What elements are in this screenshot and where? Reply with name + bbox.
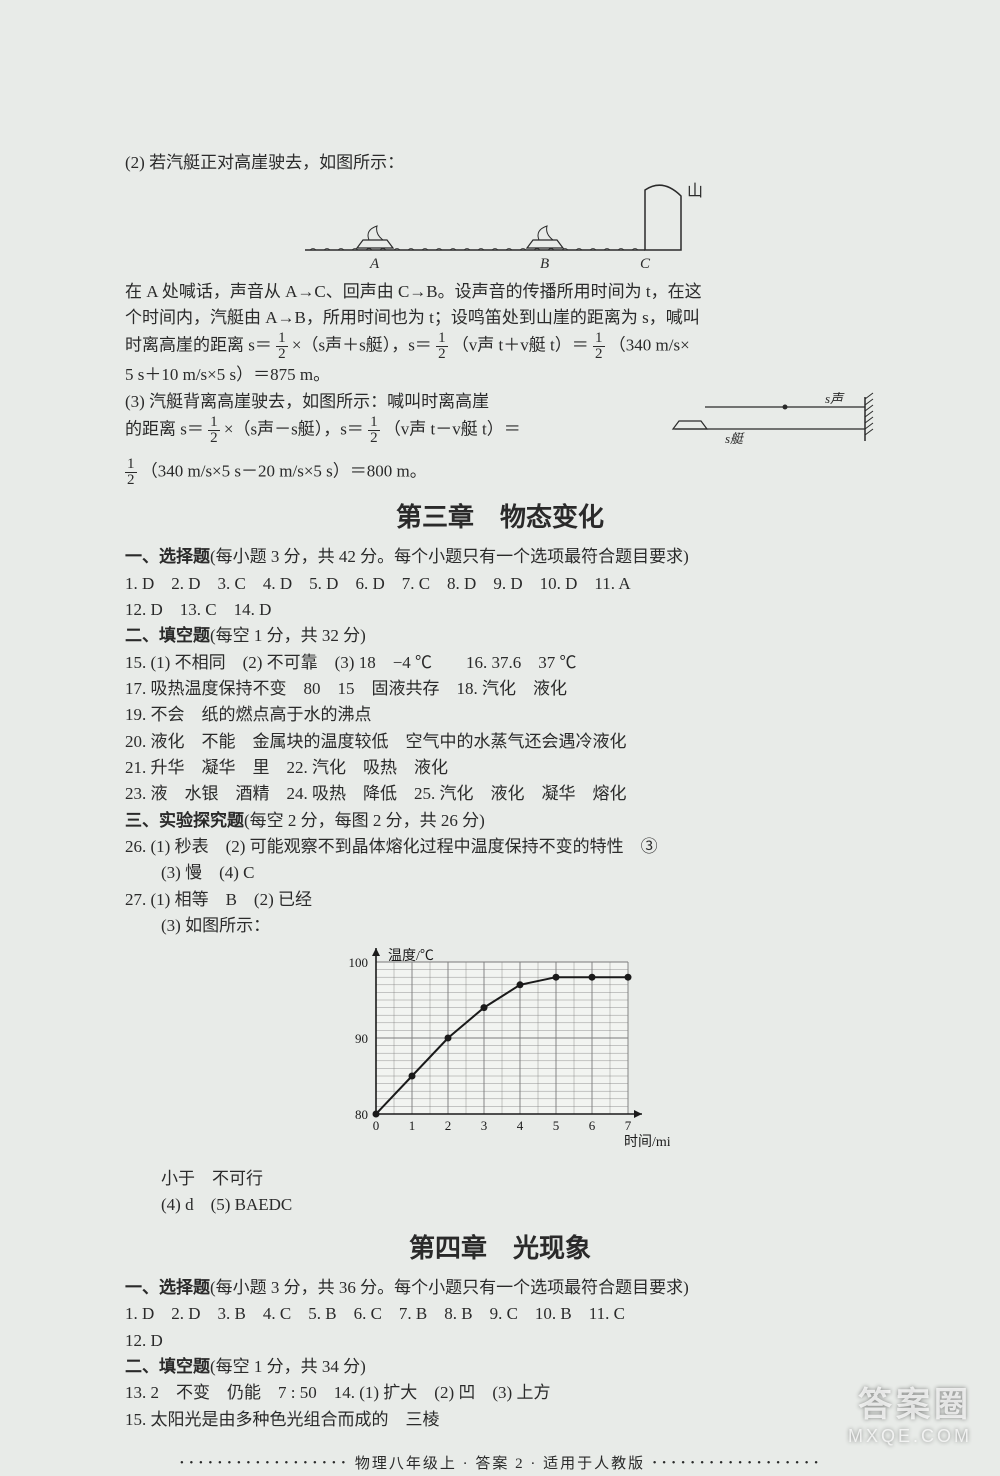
ch4-s1-ans1: 1. D 2. D 3. B 4. C 5. B 6. C 7. B 8. B … [125, 1301, 875, 1327]
txt: （v声 t＋v艇 t）＝ [452, 336, 589, 355]
fraction-half: 12 [593, 331, 605, 362]
ch4-s2: 二、填空题(每空 1 分，共 34 分) [125, 1354, 875, 1380]
svg-text:s艇: s艇 [725, 431, 745, 446]
svg-text:6: 6 [589, 1118, 596, 1133]
svg-text:温度/℃: 温度/℃ [388, 948, 434, 964]
ch3-s1-ans1: 1. D 2. D 3. C 4. D 5. D 6. D 7. C 8. D … [125, 571, 875, 597]
p-q2-d: 5 s＋10 m/s×5 s）＝875 m。 [125, 362, 875, 388]
txt: ×（s声＋s艇），s＝ [292, 336, 432, 355]
ch3-q26b: (3) 慢 (4) C [125, 860, 875, 886]
ch4-s1-ans2: 12. D [125, 1328, 875, 1354]
ch4-q15: 15. 太阳光是由多种色光组合而成的 三棱 [125, 1407, 875, 1433]
ch3-s2: 二、填空题(每空 1 分，共 32 分) [125, 623, 875, 649]
p-q2-b: 个时间内，汽艇由 A→B，所用时间也为 t；设鸣笛处到山崖的距离为 s，喊叫 [125, 305, 875, 331]
section-head: 二、填空题 [125, 626, 210, 645]
section-head: 一、选择题 [125, 1278, 210, 1297]
txt: （340 m/s×5 s－20 m/s×5 s）＝800 m。 [141, 461, 427, 480]
ch3-q26a: 26. (1) 秒表 (2) 可能观察不到晶体熔化过程中温度保持不变的特性 ③ [125, 834, 875, 860]
svg-text:A: A [369, 256, 380, 270]
row-q3: (3) 汽艇背离高崖驶去，如图所示：喊叫时离高崖 的距离 s＝ 12 ×（s声－… [125, 389, 875, 457]
p-q3-a: (3) 汽艇背离高崖驶去，如图所示：喊叫时离高崖 [125, 389, 655, 415]
temperature-time-chart: 0 1 2 3 4 5 6 7 80 90 100 时间/min 温度/℃ [125, 944, 875, 1162]
fraction-half: 12 [368, 415, 380, 446]
watermark-line1: 答案圈 [848, 1377, 972, 1426]
svg-text:5: 5 [553, 1118, 560, 1133]
fraction-half: 12 [276, 331, 288, 362]
svg-text:7: 7 [625, 1118, 632, 1133]
page-footer: ･･････････････････ 物理八年级上 · 答案 2 · 适用于人教… [125, 1453, 875, 1476]
txt: 时离高崖的距离 s＝ [125, 336, 272, 355]
section-desc: (每空 1 分，共 32 分) [210, 626, 366, 645]
ch3-s1-ans2: 12. D 13. C 14. D [125, 597, 875, 623]
section-head: 三、实验探究题 [125, 811, 244, 830]
section-desc: (每空 2 分，每图 2 分，共 26 分) [244, 811, 485, 830]
fraction-half: 12 [125, 457, 137, 488]
ch4-s1: 一、选择题(每小题 3 分，共 36 分。每个小题只有一个选项最符合题目要求) [125, 1275, 875, 1301]
ch3-q27a: 27. (1) 相等 B (2) 已经 [125, 887, 875, 913]
fraction-half: 12 [436, 331, 448, 362]
p-q3-c: 12 （340 m/s×5 s－20 m/s×5 s）＝800 m。 [125, 457, 875, 488]
chapter4-title: 第四章 光现象 [125, 1229, 875, 1269]
footer-text: 物理八年级上 · 答案 2 · 适用于人教版 [355, 1456, 645, 1472]
watermark: 答案圈 MXQE.COM [848, 1377, 972, 1447]
p-q2-a: 在 A 处喊话，声音从 A→C、回声由 C→B。设声音的传播所用时间为 t，在这 [125, 279, 875, 305]
svg-text:90: 90 [355, 1031, 368, 1046]
svg-text:0: 0 [373, 1118, 380, 1133]
svg-text:100: 100 [349, 955, 369, 970]
p-q2-c: 时离高崖的距离 s＝ 12 ×（s声＋s艇），s＝ 12 （v声 t＋v艇 t）… [125, 331, 875, 362]
ch4-q13: 13. 2 不变 仍能 7 : 50 14. (1) 扩大 (2) 凹 (3) … [125, 1380, 875, 1406]
ch3-q19: 19. 不会 纸的燃点高于水的沸点 [125, 702, 875, 728]
diagram-boat-toward-cliff: 山 A B C [125, 180, 875, 278]
svg-text:s声: s声 [825, 391, 845, 406]
svg-text:1: 1 [409, 1118, 416, 1133]
diagram-boat-away-cliff: s声 s艇 [665, 389, 875, 457]
ch3-q27c: 小于 不可行 [125, 1166, 875, 1192]
p-q2: (2) 若汽艇正对高崖驶去，如图所示： [125, 150, 875, 176]
ch3-q23: 23. 液 水银 酒精 24. 吸热 降低 25. 汽化 液化 凝华 熔化 [125, 781, 875, 807]
ch3-q21: 21. 升华 凝华 里 22. 汽化 吸热 液化 [125, 755, 875, 781]
txt: （v声 t－v艇 t）＝ [384, 419, 521, 438]
chapter3-title: 第三章 物态变化 [125, 498, 875, 538]
svg-text:2: 2 [445, 1118, 452, 1133]
page-content: (2) 若汽艇正对高崖驶去，如图所示： 山 A B C 在 A 处喊话，声音从 A→C… [125, 0, 875, 1476]
section-head: 一、选择题 [125, 547, 210, 566]
watermark-line2: MXQE.COM [848, 1426, 972, 1447]
svg-text:B: B [540, 256, 549, 270]
ch3-q17: 17. 吸热温度保持不变 80 15 固液共存 18. 汽化 液化 [125, 676, 875, 702]
section-desc: (每小题 3 分，共 36 分。每个小题只有一个选项最符合题目要求) [210, 1278, 689, 1297]
ch3-q27b: (3) 如图所示： [125, 913, 875, 939]
svg-text:80: 80 [355, 1107, 368, 1122]
svg-text:3: 3 [481, 1118, 488, 1133]
svg-text:4: 4 [517, 1118, 524, 1133]
section-desc: (每空 1 分，共 34 分) [210, 1357, 366, 1376]
svg-text:C: C [640, 256, 651, 270]
txt: 的距离 s＝ [125, 419, 204, 438]
txt: （340 m/s× [609, 336, 690, 355]
ch3-q27d: (4) d (5) BAEDC [125, 1192, 875, 1218]
section-head: 二、填空题 [125, 1357, 210, 1376]
ch3-q20: 20. 液化 不能 金属块的温度较低 空气中的水蒸气还会遇冷液化 [125, 729, 875, 755]
fraction-half: 12 [208, 415, 220, 446]
ch3-q15: 15. (1) 不相同 (2) 不可靠 (3) 18 −4 ℃ 16. 37.6… [125, 650, 875, 676]
p-q3-b: 的距离 s＝ 12 ×（s声－s艇），s＝ 12 （v声 t－v艇 t）＝ [125, 415, 655, 446]
section-desc: (每小题 3 分，共 42 分。每个小题只有一个选项最符合题目要求) [210, 547, 689, 566]
ch3-s3: 三、实验探究题(每空 2 分，每图 2 分，共 26 分) [125, 808, 875, 834]
txt: ×（s声－s艇），s＝ [224, 419, 364, 438]
svg-text:山: 山 [687, 182, 703, 200]
svg-text:时间/min: 时间/min [624, 1134, 670, 1150]
ch3-s1: 一、选择题(每小题 3 分，共 42 分。每个小题只有一个选项最符合题目要求) [125, 544, 875, 570]
